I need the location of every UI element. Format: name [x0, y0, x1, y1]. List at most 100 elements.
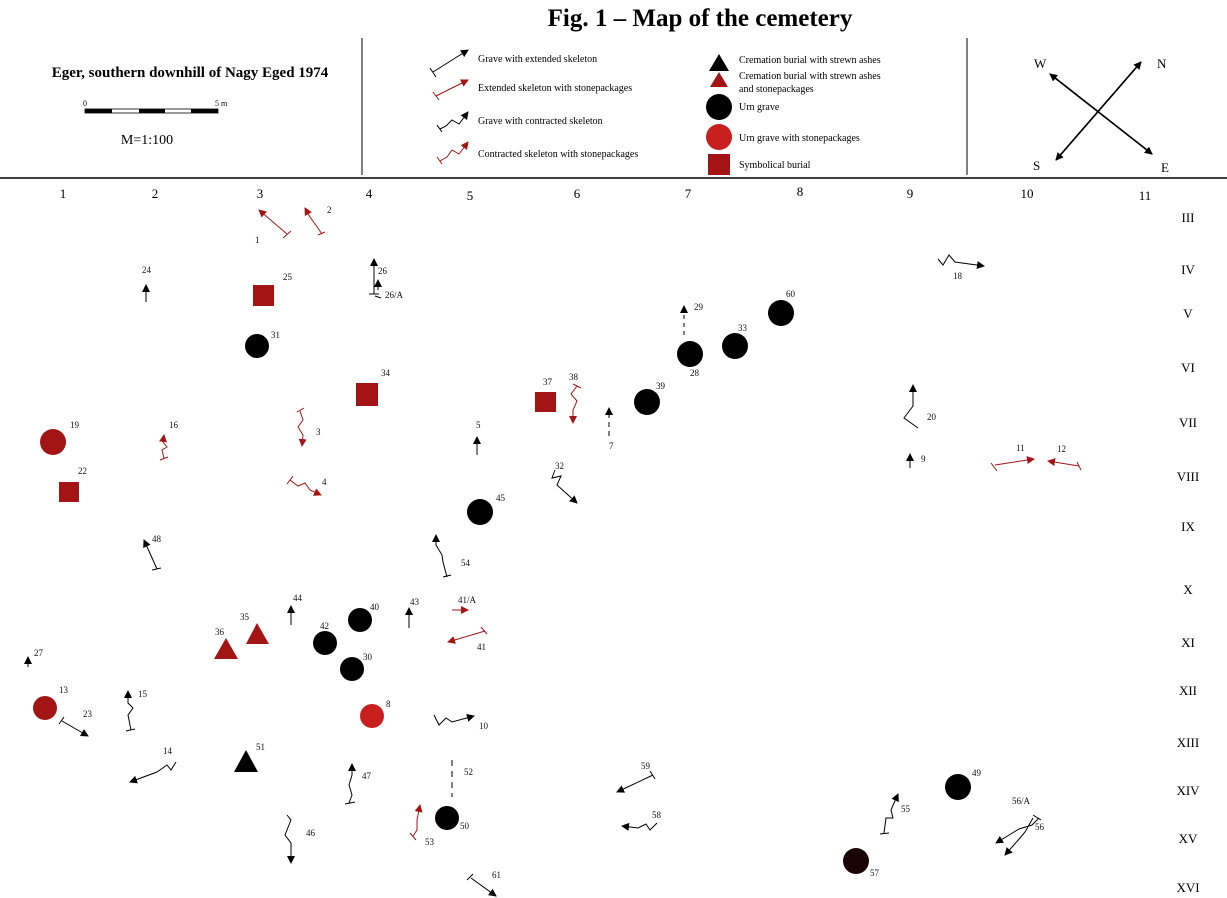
scale-start: 0	[83, 99, 87, 108]
symbolic-burial-34	[356, 383, 378, 406]
grave-label-2: 2	[327, 205, 332, 215]
grave-label-55: 55	[901, 804, 911, 814]
compass: W N S E	[1033, 56, 1169, 175]
skeleton-15	[124, 690, 136, 732]
skeleton-47	[344, 763, 356, 805]
legend-symbolic-label: Symbolical burial	[739, 160, 811, 171]
legend-contracted-symbol	[436, 111, 469, 133]
symbolic-burial-22	[59, 482, 79, 502]
row-label: XV	[1179, 831, 1198, 846]
grave-label-49: 49	[972, 768, 982, 778]
column-label: 3	[257, 186, 264, 201]
contracted-stone-skeletons	[159, 207, 582, 841]
grave-label-7: 7	[609, 441, 614, 451]
grave-label-8: 8	[386, 699, 391, 709]
legend-extended-stone-label: Extended skeleton with stonepackages	[478, 83, 632, 94]
grave-label-41: 41	[477, 642, 486, 652]
grave-label-27: 27	[34, 648, 44, 658]
grave-label-40: 40	[370, 602, 380, 612]
grave-label-56a: 56/A	[1012, 796, 1031, 806]
row-label: XI	[1181, 635, 1195, 650]
site-title: Eger, southern downhill of Nagy Eged 197…	[52, 65, 329, 81]
row-label: V	[1183, 306, 1193, 321]
grave-label-5: 5	[476, 420, 481, 430]
row-label: VIII	[1177, 469, 1199, 484]
grave-label-20: 20	[927, 412, 937, 422]
grave-label-12: 12	[1057, 444, 1066, 454]
column-label: 7	[685, 186, 692, 201]
scale-bar: 0 5 m	[83, 99, 228, 114]
urn-stone-graves	[33, 429, 384, 728]
grave-label-26: 26	[378, 266, 388, 276]
grave-label-9: 9	[921, 454, 926, 464]
legend-extended-label: Grave with extended skeleton	[478, 54, 597, 65]
skeleton-3	[296, 407, 307, 447]
urn-stone-grave-19	[40, 429, 66, 455]
grave-label-45: 45	[496, 493, 506, 503]
symbolic-burials	[59, 285, 556, 502]
column-label: 11	[1139, 188, 1152, 203]
skeleton-26	[369, 258, 379, 295]
row-label: X	[1183, 582, 1193, 597]
grave-label-11: 11	[1016, 443, 1025, 453]
compass-e: E	[1161, 160, 1169, 175]
legend-extended-stone-symbol	[432, 79, 469, 101]
grave-label-33: 33	[738, 323, 748, 333]
scale-ratio: M=1:100	[121, 133, 173, 148]
urn-grave-40	[348, 608, 372, 632]
legend-cremation-label: Cremation burial with strewn ashes	[739, 55, 881, 66]
skeleton-20	[903, 384, 919, 429]
grave-label-24: 24	[142, 265, 152, 275]
legend-contracted-stone-symbol	[436, 141, 469, 165]
row-labels: III IV V VI VII VIII IX X XI XII XIII XI…	[1176, 210, 1200, 895]
symbolic-burial-25	[253, 285, 274, 306]
grave-label-3: 3	[316, 427, 321, 437]
row-label: IV	[1181, 262, 1195, 277]
legend: Grave with extended skeleton Extended sk…	[429, 49, 881, 175]
grave-label-47: 47	[362, 771, 372, 781]
grave-label-43: 43	[410, 597, 420, 607]
compass-s: S	[1033, 158, 1040, 173]
cremation-burials	[214, 623, 269, 772]
urn-grave-39	[634, 389, 660, 415]
grave-label-28: 28	[690, 368, 700, 378]
skeleton-38	[569, 383, 582, 424]
skeleton-56	[995, 814, 1042, 856]
grave-label-14: 14	[163, 746, 173, 756]
skeleton-18	[937, 254, 985, 270]
grave-label-61: 61	[492, 870, 501, 880]
grave-label-51: 51	[256, 742, 265, 752]
urn-grave-33	[722, 333, 748, 359]
skeleton-14	[129, 761, 177, 784]
urn-grave-50	[435, 806, 459, 830]
grave-label-15: 15	[138, 689, 148, 699]
skeleton-11	[990, 456, 1035, 472]
skeleton-53	[409, 804, 423, 841]
grave-label-10: 10	[479, 721, 489, 731]
symbolic-burial-37	[535, 392, 556, 412]
grave-label-37: 37	[543, 377, 553, 387]
grave-label-41a: 41/A	[458, 595, 477, 605]
row-label: IX	[1181, 519, 1195, 534]
skeleton-26a	[374, 279, 382, 299]
grave-label-52: 52	[464, 767, 473, 777]
grave-label-59: 59	[641, 761, 651, 771]
skeleton-55	[879, 793, 899, 835]
grave-label-36: 36	[215, 627, 225, 637]
skeleton-59	[616, 770, 656, 793]
skeleton-32	[551, 469, 578, 504]
grave-label-44: 44	[293, 593, 303, 603]
grave-label-50: 50	[460, 821, 470, 831]
urn-stone-grave-8	[360, 704, 384, 728]
column-label: 2	[152, 186, 159, 201]
row-label: VI	[1181, 360, 1195, 375]
urn-graves	[245, 300, 971, 874]
legend-cremation-stone-symbol	[710, 72, 728, 87]
grave-label-19: 19	[70, 420, 80, 430]
skeleton-12	[1047, 458, 1082, 471]
skeleton-1	[258, 209, 292, 239]
grave-label-32: 32	[555, 461, 564, 471]
grave-label-1: 1	[255, 235, 260, 245]
grave-label-39: 39	[656, 381, 666, 391]
